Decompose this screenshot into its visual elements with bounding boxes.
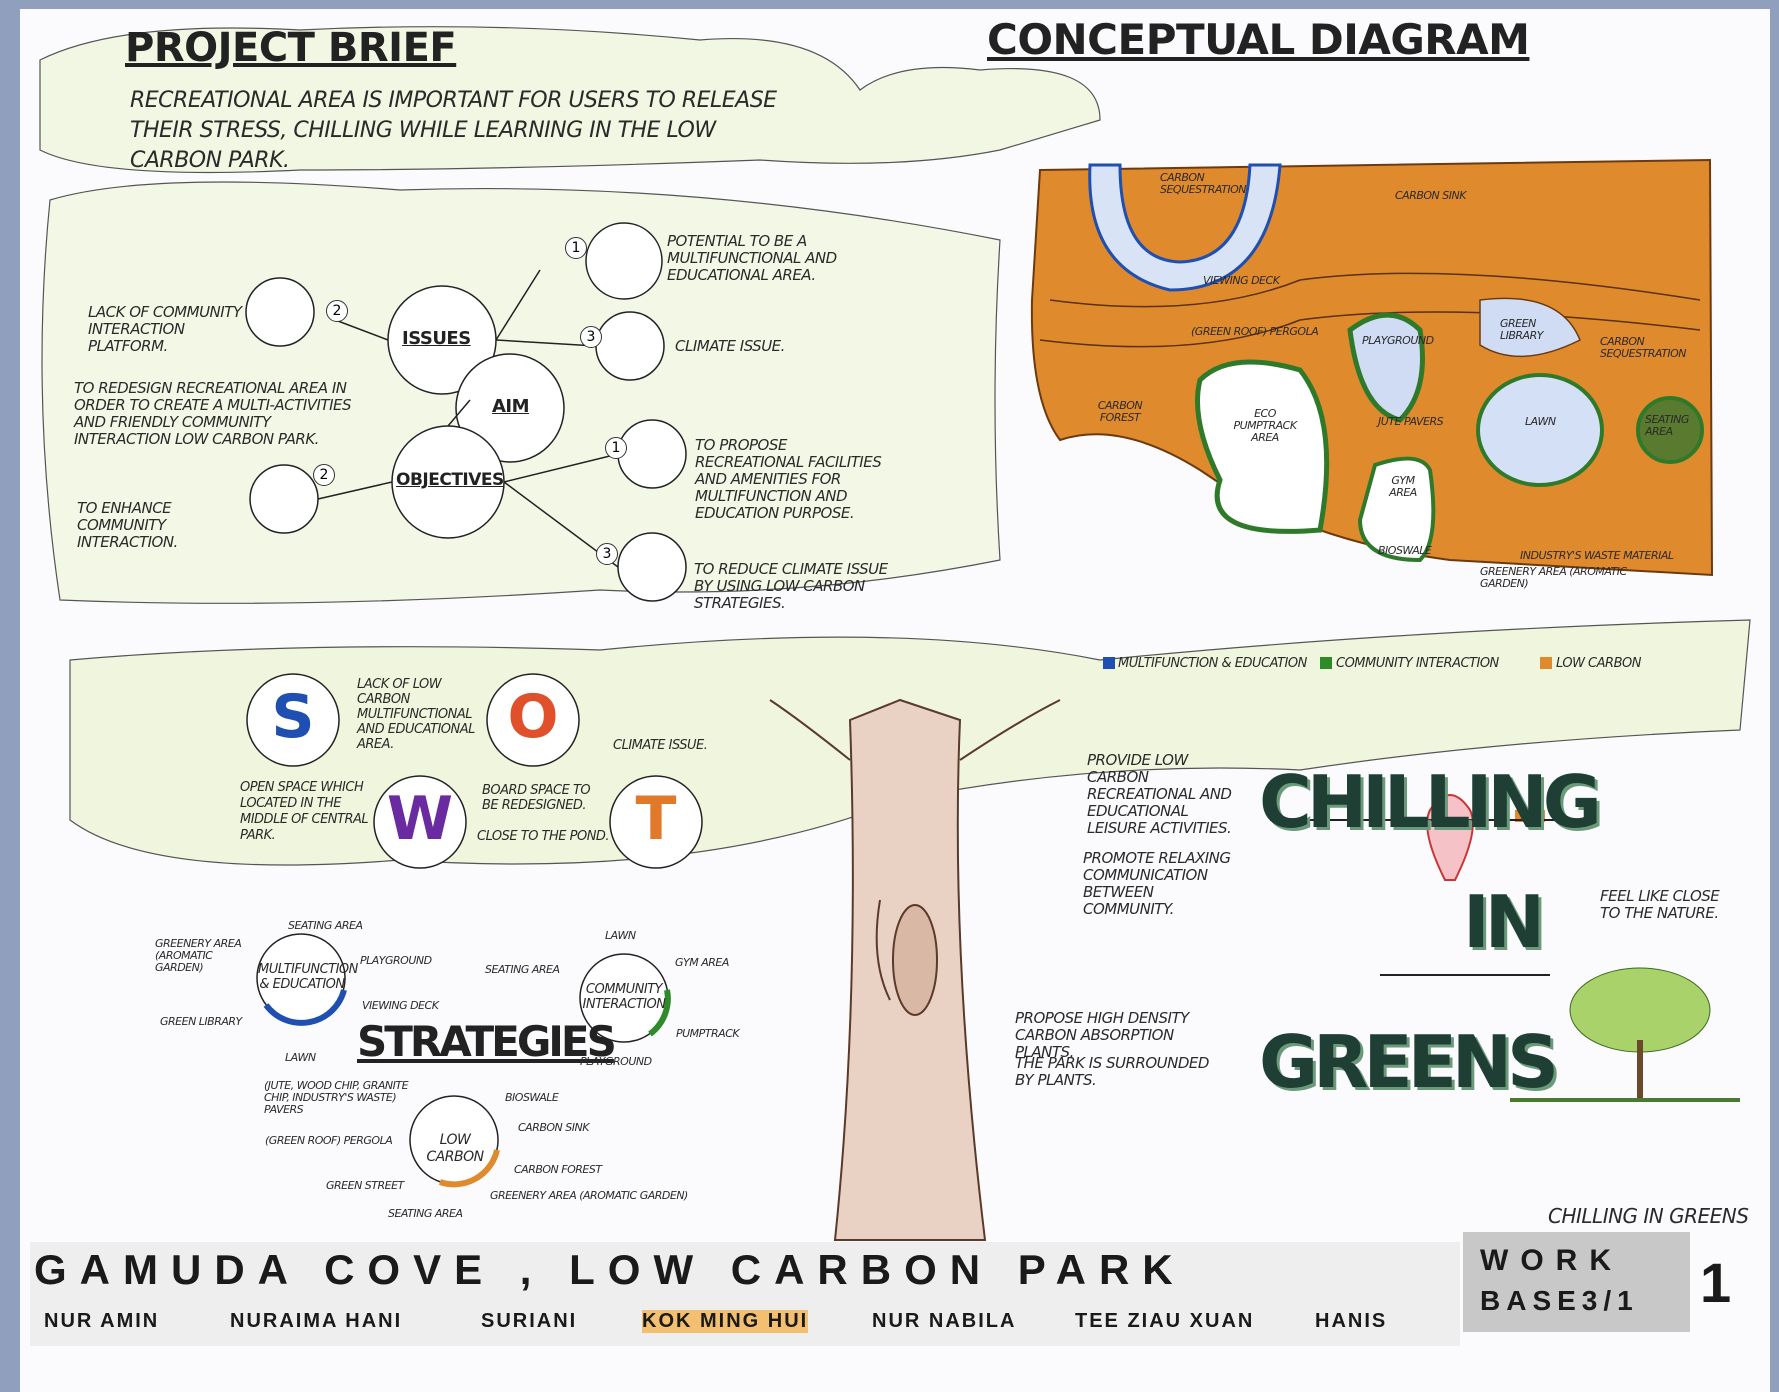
issues-label: ISSUES [402, 330, 471, 347]
strategies-title: STRATEGIES [357, 1018, 614, 1066]
swot-letter: W [374, 784, 466, 854]
strategy-item: GREENERY AREA (AROMATIC GARDEN) [155, 938, 255, 974]
objective-text: TO REDUCE CLIMATE ISSUE BY USING LOW CAR… [694, 561, 894, 612]
strategy-item: PLAYGROUND [580, 1056, 652, 1068]
tagline-word: IN [1463, 880, 1540, 964]
swot-note: LACK OF LOW CARBON MULTIFUNCTIONAL AND E… [357, 677, 487, 752]
swot-note: CLOSE TO THE POND. [477, 828, 609, 845]
sheet-number: 1 [1700, 1250, 1731, 1315]
map-label: ECO PUMPTRACK AREA [1225, 408, 1305, 444]
swot-letter: S [247, 682, 339, 752]
aim-text: TO REDESIGN RECREATIONAL AREA IN ORDER T… [74, 380, 354, 448]
tagline-word: CHILLING [1259, 760, 1597, 844]
base: BASE3/1 [1480, 1285, 1639, 1317]
strategy-item: GREENERY AREA (AROMATIC GARDEN) [490, 1190, 688, 1202]
number: 3 [596, 543, 618, 565]
tagline-note: PROVIDE LOW CARBON RECREATIONAL AND EDUC… [1087, 752, 1237, 837]
member: SURIANI [481, 1310, 577, 1333]
member: TEE ZIAU XUAN [1075, 1310, 1254, 1333]
map-label: CARBON SEQUESTRATION [1160, 172, 1240, 196]
conceptual-map [1032, 160, 1712, 575]
map-label: BIOSWALE [1378, 545, 1431, 557]
map-label: CARBON SINK [1395, 190, 1466, 202]
legend-entry: LOW CARBON [1556, 655, 1641, 672]
strategy-item: (GREEN ROOF) PERGOLA [265, 1135, 392, 1147]
number: 1 [605, 437, 627, 459]
strategy-item: CARBON FOREST [514, 1164, 602, 1176]
strategy-item: GREEN LIBRARY [160, 1016, 242, 1028]
footer-title: GAMUDA COVE , LOW CARBON PARK [34, 1246, 1186, 1294]
number: 3 [580, 326, 602, 348]
work: WORK [1480, 1244, 1623, 1278]
map-label: LAWN [1525, 416, 1556, 428]
strategy-label: LOW CARBON [410, 1132, 500, 1166]
objective-text: TO ENHANCE COMMUNITY INTERACTION. [77, 500, 257, 551]
number: 2 [313, 464, 335, 486]
swot-note: CLIMATE ISSUE. [613, 737, 707, 754]
swot-note: BOARD SPACE TO BE REDESIGNED. [482, 783, 592, 813]
diagram-title: CONCEPTUAL DIAGRAM [987, 16, 1529, 64]
member: NURAIMA HANI [230, 1310, 402, 1333]
map-label: GREENERY AREA (AROMATIC GARDEN) [1480, 566, 1640, 590]
tagline-note: PROMOTE RELAXING COMMUNICATION BETWEEN C… [1083, 850, 1233, 918]
strategy-item: (JUTE, WOOD CHIP, GRANITE CHIP, INDUSTRY… [264, 1080, 424, 1116]
map-label: CARBON FOREST [1090, 400, 1150, 424]
strategy-item: SEATING AREA [388, 1208, 463, 1220]
swot-note: OPEN SPACE WHICH LOCATED IN THE MIDDLE O… [240, 780, 370, 844]
map-label: INDUSTRY'S WASTE MATERIAL [1520, 550, 1674, 562]
map-label: JUTE PAVERS [1378, 416, 1443, 428]
issue-text: POTENTIAL TO BE A MULTIFUNCTIONAL AND ED… [667, 233, 847, 284]
member: NUR AMIN [44, 1310, 159, 1333]
signature: CHILLING IN GREENS [1548, 1208, 1748, 1225]
member: NUR NABILA [872, 1310, 1016, 1333]
swot-letter: O [487, 682, 579, 752]
tagline-word: GREENS [1259, 1020, 1554, 1104]
map-label: PLAYGROUND [1362, 335, 1434, 347]
map-label: VIEWING DECK [1203, 275, 1279, 287]
legend-entry: MULTIFUNCTION & EDUCATION [1118, 655, 1307, 672]
swot-letter: T [610, 784, 702, 854]
map-label: GREEN LIBRARY [1500, 318, 1560, 342]
issue-text: CLIMATE ISSUE. [675, 338, 835, 355]
strategy-item: GREEN STREET [326, 1180, 404, 1192]
issue-text: LACK OF COMMUNITY INTERACTION PLATFORM. [88, 304, 253, 355]
objective-text: TO PROPOSE RECREATIONAL FACILITIES AND A… [695, 437, 895, 522]
strategy-item: VIEWING DECK [362, 1000, 438, 1012]
strategy-item: SEATING AREA [288, 920, 363, 932]
tagline-note: FEEL LIKE CLOSE TO THE NATURE. [1600, 888, 1730, 922]
brief-title: PROJECT BRIEF [125, 26, 456, 70]
strategy-label: COMMUNITY INTERACTION [578, 982, 670, 1012]
map-label: SEATING AREA [1645, 414, 1695, 438]
map-label: (GREEN ROOF) PERGOLA [1191, 326, 1318, 338]
number: 2 [326, 300, 348, 322]
strategy-item: CARBON SINK [518, 1122, 589, 1134]
strategy-item: PUMPTRACK [676, 1028, 739, 1040]
aim-label: AIM [492, 398, 529, 415]
strategy-item: BIOSWALE [505, 1092, 558, 1104]
strategy-item: SEATING AREA [485, 964, 560, 976]
number: 1 [565, 237, 587, 259]
strategy-item: LAWN [285, 1052, 316, 1064]
strategy-item: LAWN [605, 930, 636, 942]
strategy-label: MULTIFUNCTION & EDUCATION [258, 962, 346, 992]
map-label: GYM AREA [1378, 475, 1428, 499]
objectives-label: OBJECTIVES [396, 472, 504, 489]
map-label: CARBON SEQUESTRATION [1600, 336, 1700, 360]
member: HANIS [1315, 1310, 1387, 1333]
legend-entry: COMMUNITY INTERACTION [1336, 655, 1499, 672]
brief-text: RECREATIONAL AREA IS IMPORTANT FOR USERS… [130, 86, 810, 176]
poster: PROJECT BRIEF RECREATIONAL AREA IS IMPOR… [0, 0, 1779, 1392]
tagline-note: THE PARK IS SURROUNDED BY PLANTS. [1015, 1055, 1215, 1089]
strategy-item: GYM AREA [675, 957, 729, 969]
strategy-item: PLAYGROUND [360, 955, 432, 967]
member: KOK MING HUI [642, 1310, 808, 1333]
